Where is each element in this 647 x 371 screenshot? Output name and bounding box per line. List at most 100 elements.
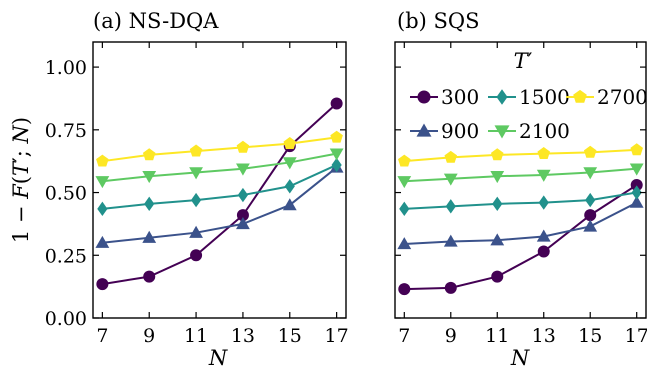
panel-b-point-900-11: [490, 233, 505, 246]
panel-a-point-2100-15: [282, 157, 297, 170]
panel-a-point-2700-11: [189, 144, 203, 157]
legend-title-main: T: [514, 49, 530, 73]
legend-marker-300: [417, 90, 431, 104]
panel-b-point-900-7: [397, 237, 412, 250]
panel-b-point-1500-13: [538, 195, 549, 210]
panel-b-plot-area: 7 9 11 13 15 17: [394, 41, 647, 347]
panel-a-x-tick-label-17: 17: [325, 325, 349, 347]
panel-ns-dqa: (a) NS-DQA 7 9 11 13 15 17 0.00 0.25 0.50 0.75 1.0…: [45, 9, 349, 370]
panel-b-series-line-2700: [404, 148, 637, 163]
panel-a-point-2700-15: [283, 137, 297, 149]
panel-a-frame: [92, 41, 347, 319]
panel-b-point-1500-9: [445, 199, 456, 214]
panel-a-point-900-13: [236, 217, 250, 230]
panel-b-x-tick-label-13: 13: [532, 325, 556, 347]
panel-a-y-tick-label-2: 0.50: [45, 183, 87, 205]
panel-a-point-2100-11: [189, 167, 203, 180]
panel-b-point-900-17: [629, 195, 644, 208]
y-axis-label: 1 − F(T′; N): [9, 117, 33, 243]
legend-label-300: 300: [441, 85, 479, 109]
panel-a-point-1500-9: [144, 196, 155, 212]
panel-b-point-2100-11: [490, 171, 505, 184]
panel-b-point-2100-17: [629, 163, 644, 176]
y-label-part-a: 1 −: [9, 199, 33, 243]
y-label-part-c: (: [9, 176, 33, 184]
panel-b-series-line-1500: [404, 191, 637, 210]
panel-a-point-900-7: [95, 235, 110, 248]
panel-b-frame: [394, 41, 647, 319]
panel-b-point-1500-15: [585, 192, 596, 208]
panel-a-point-2700-7: [96, 154, 109, 167]
legend-title-prime: ′: [528, 49, 533, 73]
panel-b-point-900-15: [583, 219, 598, 232]
panel-b-point-300-15: [584, 209, 597, 222]
panel-b-point-900-9: [443, 234, 458, 247]
legend-marker-2100: [494, 125, 510, 139]
panel-b-x-tick-label-7: 7: [398, 325, 410, 347]
panel-b-x-tick-label-17: 17: [625, 325, 647, 347]
panel-a-point-2700-17: [330, 130, 343, 143]
panel-b-point-2700-13: [537, 147, 551, 159]
legend: T′ 300 1500 2700 900 2100: [410, 49, 647, 143]
panel-a-point-300-11: [190, 249, 203, 262]
y-label-part-e: ′;: [9, 143, 33, 162]
panel-b-point-2100-15: [583, 167, 598, 180]
panel-b-x-tick-label-9: 9: [445, 325, 457, 347]
panel-a-point-300-7: [96, 278, 109, 291]
panel-a-series-line-1500: [102, 164, 338, 210]
y-label-part-g: ): [9, 117, 33, 125]
panel-a-point-2100-9: [142, 171, 157, 184]
panel-b-series-line-900: [404, 201, 638, 245]
panel-a-y-tick-label-1: 0.25: [45, 245, 87, 267]
panel-a-title: (a) NS-DQA: [93, 9, 219, 33]
panel-b-point-300-7: [398, 283, 411, 296]
panel-b-point-2700-15: [583, 145, 597, 158]
panel-a-point-300-17: [330, 97, 343, 110]
panel-a-point-900-11: [189, 225, 203, 238]
panel-a-series-line-2700: [102, 136, 337, 163]
panel-b-point-1500-17: [631, 185, 642, 200]
panel-a-point-1500-11: [190, 192, 202, 208]
y-label-part-d: T: [9, 160, 33, 176]
panel-b-x-tick-label-15: 15: [578, 325, 602, 347]
legend-label-2100: 2100: [519, 119, 570, 143]
panel-a-y-tick-label-0: 0.00: [45, 308, 87, 330]
panel-b-point-300-11: [491, 270, 504, 283]
panel-a-point-900-15: [282, 198, 297, 211]
y-label-part-b: F: [9, 183, 33, 200]
panel-a-series-line-2100: [102, 152, 337, 183]
panel-a-x-tick-label-11: 11: [184, 325, 208, 347]
panel-b-title: (b) SQS: [397, 9, 480, 33]
legend-marker-2700: [573, 89, 587, 103]
y-label-part-f: N: [9, 124, 33, 144]
panel-b-point-1500-7: [399, 201, 410, 217]
panel-sqs: (b) SQS 7 9 11 13 15 17 N T′ 300 1500 2700 900 21…: [394, 9, 647, 370]
legend-title: T′: [514, 49, 533, 73]
legend-label-900: 900: [441, 119, 479, 143]
panel-a-point-1500-7: [97, 201, 108, 217]
panel-b-series-line-300: [404, 184, 638, 291]
panel-a-point-1500-13: [237, 187, 249, 203]
legend-marker-1500: [496, 89, 508, 105]
panel-b-point-2100-7: [397, 176, 412, 189]
panel-b-x-axis-label: N: [510, 346, 530, 370]
panel-a-point-300-13: [236, 209, 249, 222]
panel-a-series-line-300: [102, 102, 338, 286]
panel-b-point-2100-13: [536, 169, 551, 182]
panel-a-point-1500-17: [331, 157, 342, 173]
panel-a-point-900-9: [142, 230, 157, 243]
panel-a-point-2100-13: [236, 163, 250, 176]
panel-b-point-900-13: [536, 229, 551, 242]
panel-b-point-300-9: [444, 281, 457, 294]
panel-b-point-300-13: [537, 245, 550, 258]
panel-b-point-2700-17: [630, 143, 643, 156]
panel-a-x-tick-label-15: 15: [278, 325, 302, 347]
panel-a-x-tick-label-9: 9: [143, 325, 155, 347]
panel-a-point-300-9: [143, 270, 156, 283]
panel-a-point-2700-9: [142, 148, 156, 161]
panel-a-point-1500-15: [284, 179, 295, 194]
legend-label-2700: 2700: [597, 85, 647, 109]
panel-b-x-tick-label-11: 11: [485, 325, 509, 347]
legend-label-1500: 1500: [519, 85, 570, 109]
